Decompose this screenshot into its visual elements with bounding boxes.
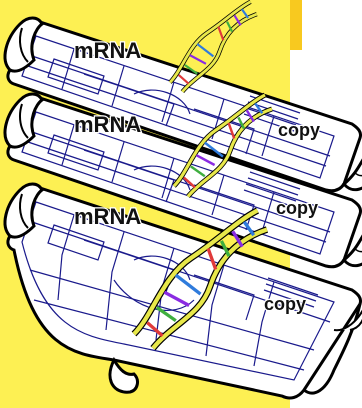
mrna-label-1: mRNA xyxy=(74,38,141,63)
mrna-label-2: mRNA xyxy=(74,112,141,137)
background-orange-strip xyxy=(290,0,302,50)
copy-label-2: copy xyxy=(276,198,318,218)
copy-label-3: copy xyxy=(264,294,306,314)
blueprint-sheet-3 xyxy=(3,182,362,400)
copy-label-1: copy xyxy=(278,120,320,140)
mrna-label-3: mRNA xyxy=(74,204,141,229)
